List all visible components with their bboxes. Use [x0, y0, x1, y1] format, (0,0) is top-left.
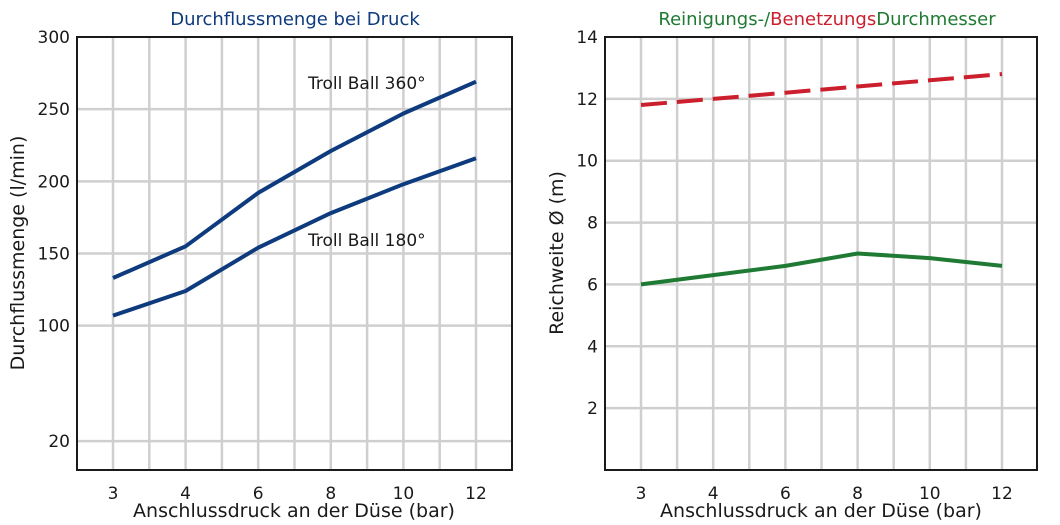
x-tick-label: 3	[636, 484, 647, 504]
series-line-0	[640, 72, 1003, 107]
y-tick-label: 4	[587, 337, 598, 357]
series-line-1	[112, 156, 477, 318]
y-tick-label: 2	[587, 399, 598, 419]
x-axis-label: Anschlussdruck an der Düse (bar)	[133, 500, 455, 522]
x-tick-label: 6	[253, 484, 264, 504]
chart-title: Durchflussmenge bei Druck	[170, 9, 420, 30]
title-part-benetzung: Benetzungs	[770, 9, 876, 30]
series-label-180: Troll Ball 180°	[307, 231, 426, 251]
y-axis-label: Reichweite Ø (m)	[546, 171, 568, 335]
y-tick-label: 100	[38, 317, 70, 337]
plot-frame	[604, 36, 1038, 471]
x-tick-label: 10	[393, 484, 415, 504]
title-part-durchmesser: Durchmesser	[876, 9, 996, 30]
series-line-1	[640, 251, 1003, 287]
y-tick-label: 300	[38, 28, 70, 48]
x-tick-label: 3	[108, 484, 119, 504]
y-tick-label: 250	[38, 100, 70, 120]
plot-frame	[76, 36, 513, 471]
y-axis-label: Durchflussmenge (l/min)	[7, 136, 29, 371]
x-tick-label: 4	[180, 484, 191, 504]
x-tick-label: 8	[852, 484, 863, 504]
chart-title: Reinigungs-/BenetzungsDurchmesser	[658, 9, 996, 30]
title-part-reinigung: Reinigungs-/	[658, 9, 771, 30]
chart-flow: Durchflussmenge bei Druck 20 100 150 200 250…	[7, 9, 513, 522]
y-tick-label: 14	[576, 28, 598, 48]
x-tick-label: 6	[780, 484, 791, 504]
y-tick-label: 20	[48, 432, 70, 452]
y-tick-label: 12	[576, 90, 598, 110]
y-tick-label: 150	[38, 245, 70, 265]
chart-diameter: Reinigungs-/BenetzungsDurchmesser 2 4 6 8 10…	[546, 9, 1038, 522]
x-axis-label: Anschlussdruck an der Düse (bar)	[660, 500, 982, 522]
series-line-0	[112, 79, 477, 280]
series-label-360: Troll Ball 360°	[307, 74, 426, 94]
x-tick-label: 4	[708, 484, 719, 504]
x-tick-label: 10	[919, 484, 941, 504]
y-tick-label: 6	[587, 275, 598, 295]
x-tick-label: 12	[991, 484, 1013, 504]
x-tick-label: 12	[465, 484, 487, 504]
x-tick-label: 8	[325, 484, 336, 504]
y-tick-label: 10	[576, 152, 598, 172]
y-tick-label: 200	[38, 172, 70, 192]
y-tick-label: 8	[587, 214, 598, 234]
